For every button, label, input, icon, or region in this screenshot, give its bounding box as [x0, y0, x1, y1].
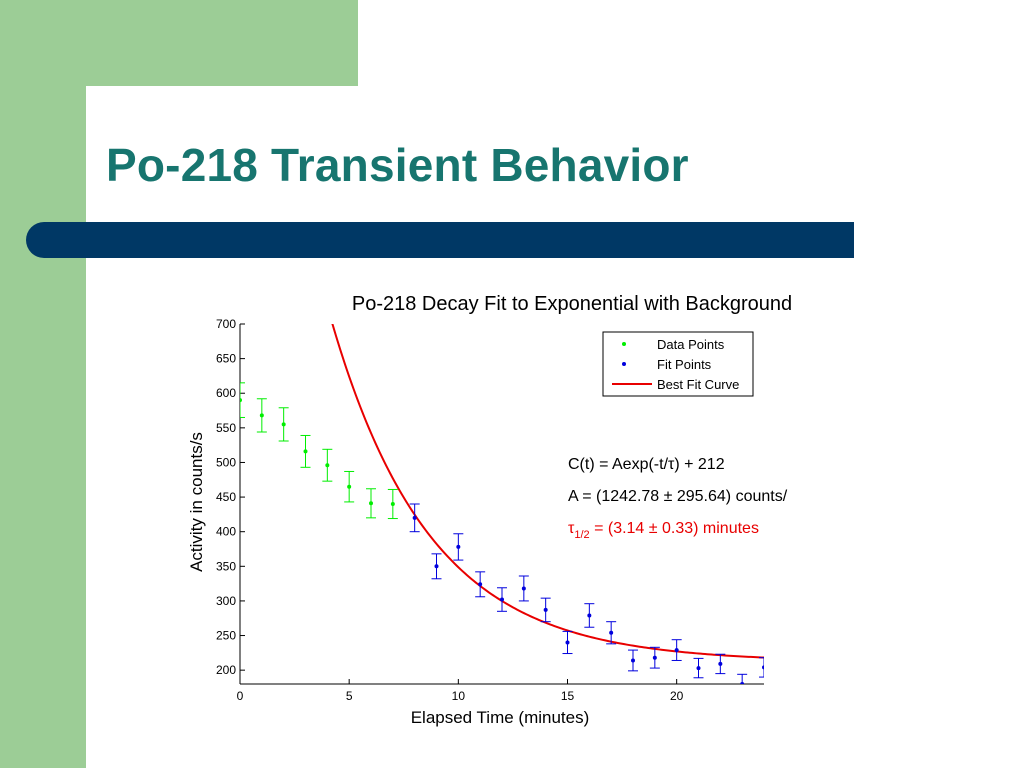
- top-green-block: [0, 0, 358, 86]
- legend-label-data-points: Data Points: [657, 337, 725, 352]
- half-life-value: = (3.14 ± 0.33) minutes: [590, 520, 759, 537]
- title-underline-bar: [26, 222, 854, 258]
- fit-half-life: τ1/2 = (3.14 ± 0.33) minutes: [568, 520, 759, 541]
- fit-point: [478, 582, 483, 587]
- x-axis-label: Elapsed Time (minutes): [411, 708, 590, 727]
- y-tick-label: 550: [216, 421, 236, 435]
- x-tick-label: 20: [670, 689, 684, 703]
- data-point: [325, 463, 330, 468]
- data-point: [240, 398, 242, 403]
- data-point: [369, 501, 373, 506]
- data-point: [390, 502, 395, 506]
- legend-label-best-fit-curve: Best Fit Curve: [657, 377, 739, 392]
- legend-box: [602, 331, 754, 397]
- fit-point: [456, 544, 461, 549]
- data-point: [281, 422, 286, 427]
- x-tick-label: 10: [452, 689, 466, 703]
- x-tick-label: 15: [561, 689, 575, 703]
- y-tick-label: 200: [216, 663, 236, 677]
- chart-title: Po-218 Decay Fit to Exponential with Bac…: [352, 293, 792, 315]
- half-life-symbol: τ: [568, 520, 575, 537]
- fit-point: [565, 640, 570, 645]
- half-life-subscript: 1/2: [574, 529, 589, 541]
- chart-axes: 200 250 300 350 400 450 500 550 600 650 700 0 5 10 15 2…: [216, 317, 764, 703]
- plot-series-group: [240, 324, 764, 684]
- fit-point: [521, 586, 526, 591]
- y-tick-label: 700: [216, 317, 236, 331]
- x-tick-label: 5: [346, 689, 353, 703]
- data-point: [303, 449, 308, 454]
- slide-content-panel: [86, 86, 1024, 768]
- decay-fit-chart: 200 250 300 350 400 450 500 550 600 650 700 0 5 10 15 2…: [187, 293, 792, 727]
- fit-point: [587, 613, 592, 618]
- y-tick-label: 250: [216, 629, 236, 643]
- x-tick-label: 0: [237, 689, 244, 703]
- fit-point: [609, 630, 614, 635]
- fit-point: [674, 648, 679, 653]
- fit-point: [696, 666, 701, 671]
- fit-equation: C(t) = Aexp(-t/τ) + 212: [568, 456, 725, 473]
- y-tick-label: 450: [216, 490, 236, 504]
- sidebar-green-rail: [0, 0, 86, 768]
- chart-plot-area: [240, 324, 764, 684]
- fit-point: [762, 665, 764, 670]
- fit-point: [412, 515, 417, 520]
- chart-legend: Data Points Fit Points Best Fit Curve: [602, 331, 754, 397]
- fit-point: [543, 607, 548, 612]
- fit-point: [631, 658, 635, 663]
- y-tick-label: 650: [216, 352, 236, 366]
- fit-point: [500, 597, 504, 602]
- fit-point: [740, 682, 745, 684]
- fit-annotations: C(t) = Aexp(-t/τ) + 212 A = (1242.78 ± 2…: [568, 456, 788, 541]
- y-tick-label: 400: [216, 525, 236, 539]
- fit-point: [718, 661, 723, 666]
- y-axis-label: Activity in counts/s: [187, 432, 206, 572]
- y-tick-label: 600: [216, 386, 236, 400]
- y-tick-label: 300: [216, 594, 236, 608]
- y-tick-label: 350: [216, 559, 236, 573]
- fit-amplitude: A = (1242.78 ± 295.64) counts/: [568, 488, 788, 505]
- fit-point: [434, 564, 439, 569]
- slide-title: Po-218 Transient Behavior: [106, 139, 689, 191]
- legend-marker-fit-points: [622, 362, 626, 366]
- fit-point: [652, 655, 657, 660]
- data-point: [347, 484, 352, 489]
- legend-marker-data-points: [622, 342, 626, 346]
- y-tick-label: 500: [216, 455, 236, 469]
- data-point: [259, 413, 264, 418]
- legend-label-fit-points: Fit Points: [657, 357, 712, 372]
